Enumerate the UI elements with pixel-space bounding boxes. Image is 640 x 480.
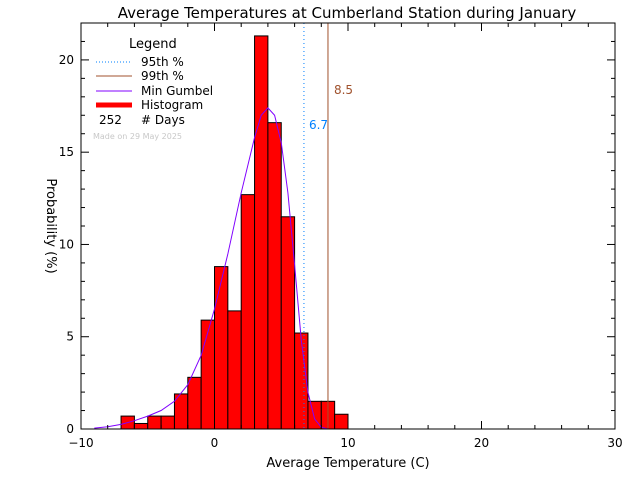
percentile-label-99th: 8.5 [334,83,353,97]
legend: Legend 95th % 99th % Min Gumbel Histogra… [93,37,213,141]
legend-label-95th: 95th % [141,55,184,69]
histogram-bar [147,415,162,430]
legend-label-gumbel: Min Gumbel [141,84,213,98]
y-tick-label: 0 [66,422,74,436]
histogram-bar [254,35,269,430]
y-tick-label: 20 [59,53,74,67]
gumbel-curve-layer [94,107,329,430]
x-tick-label: 30 [607,436,622,450]
histogram-bar [133,422,149,430]
y-axis-label: Probability (%) [43,178,58,273]
histogram-bar [240,194,256,430]
percentile-lines: 6.7 8.5 [303,23,353,429]
legend-label-99th: 99th % [141,69,184,83]
histogram-bars [120,35,349,430]
legend-label-histogram: Histogram [141,98,203,112]
histogram-bar [227,310,242,430]
histogram-bar [160,415,175,430]
legend-days-label: # Days [141,113,185,127]
gumbel-curve [94,107,329,430]
y-tick-label: 10 [59,237,74,251]
x-tick-label: 0 [211,436,219,450]
y-tick-label: 5 [66,330,74,344]
histogram-bar [334,413,349,430]
histogram-bar [214,266,229,430]
y-tick-label: 15 [59,145,74,159]
histogram-bar [294,332,309,430]
histogram-bar [200,319,215,430]
x-tick-label: 20 [474,436,489,450]
percentile-label-95th: 6.7 [309,118,328,132]
legend-title: Legend [129,37,177,52]
chart-title: Average Temperatures at Cumberland Stati… [118,4,577,22]
x-tick-label: 10 [340,436,355,450]
legend-days-count: 252 [99,113,122,127]
made-on-annotation: Made on 29 May 2025 [93,132,182,141]
x-axis-label: Average Temperature (C) [266,456,429,471]
x-tick-label: −10 [68,436,93,450]
histogram-bar [267,122,282,430]
histogram-bar [187,376,202,430]
